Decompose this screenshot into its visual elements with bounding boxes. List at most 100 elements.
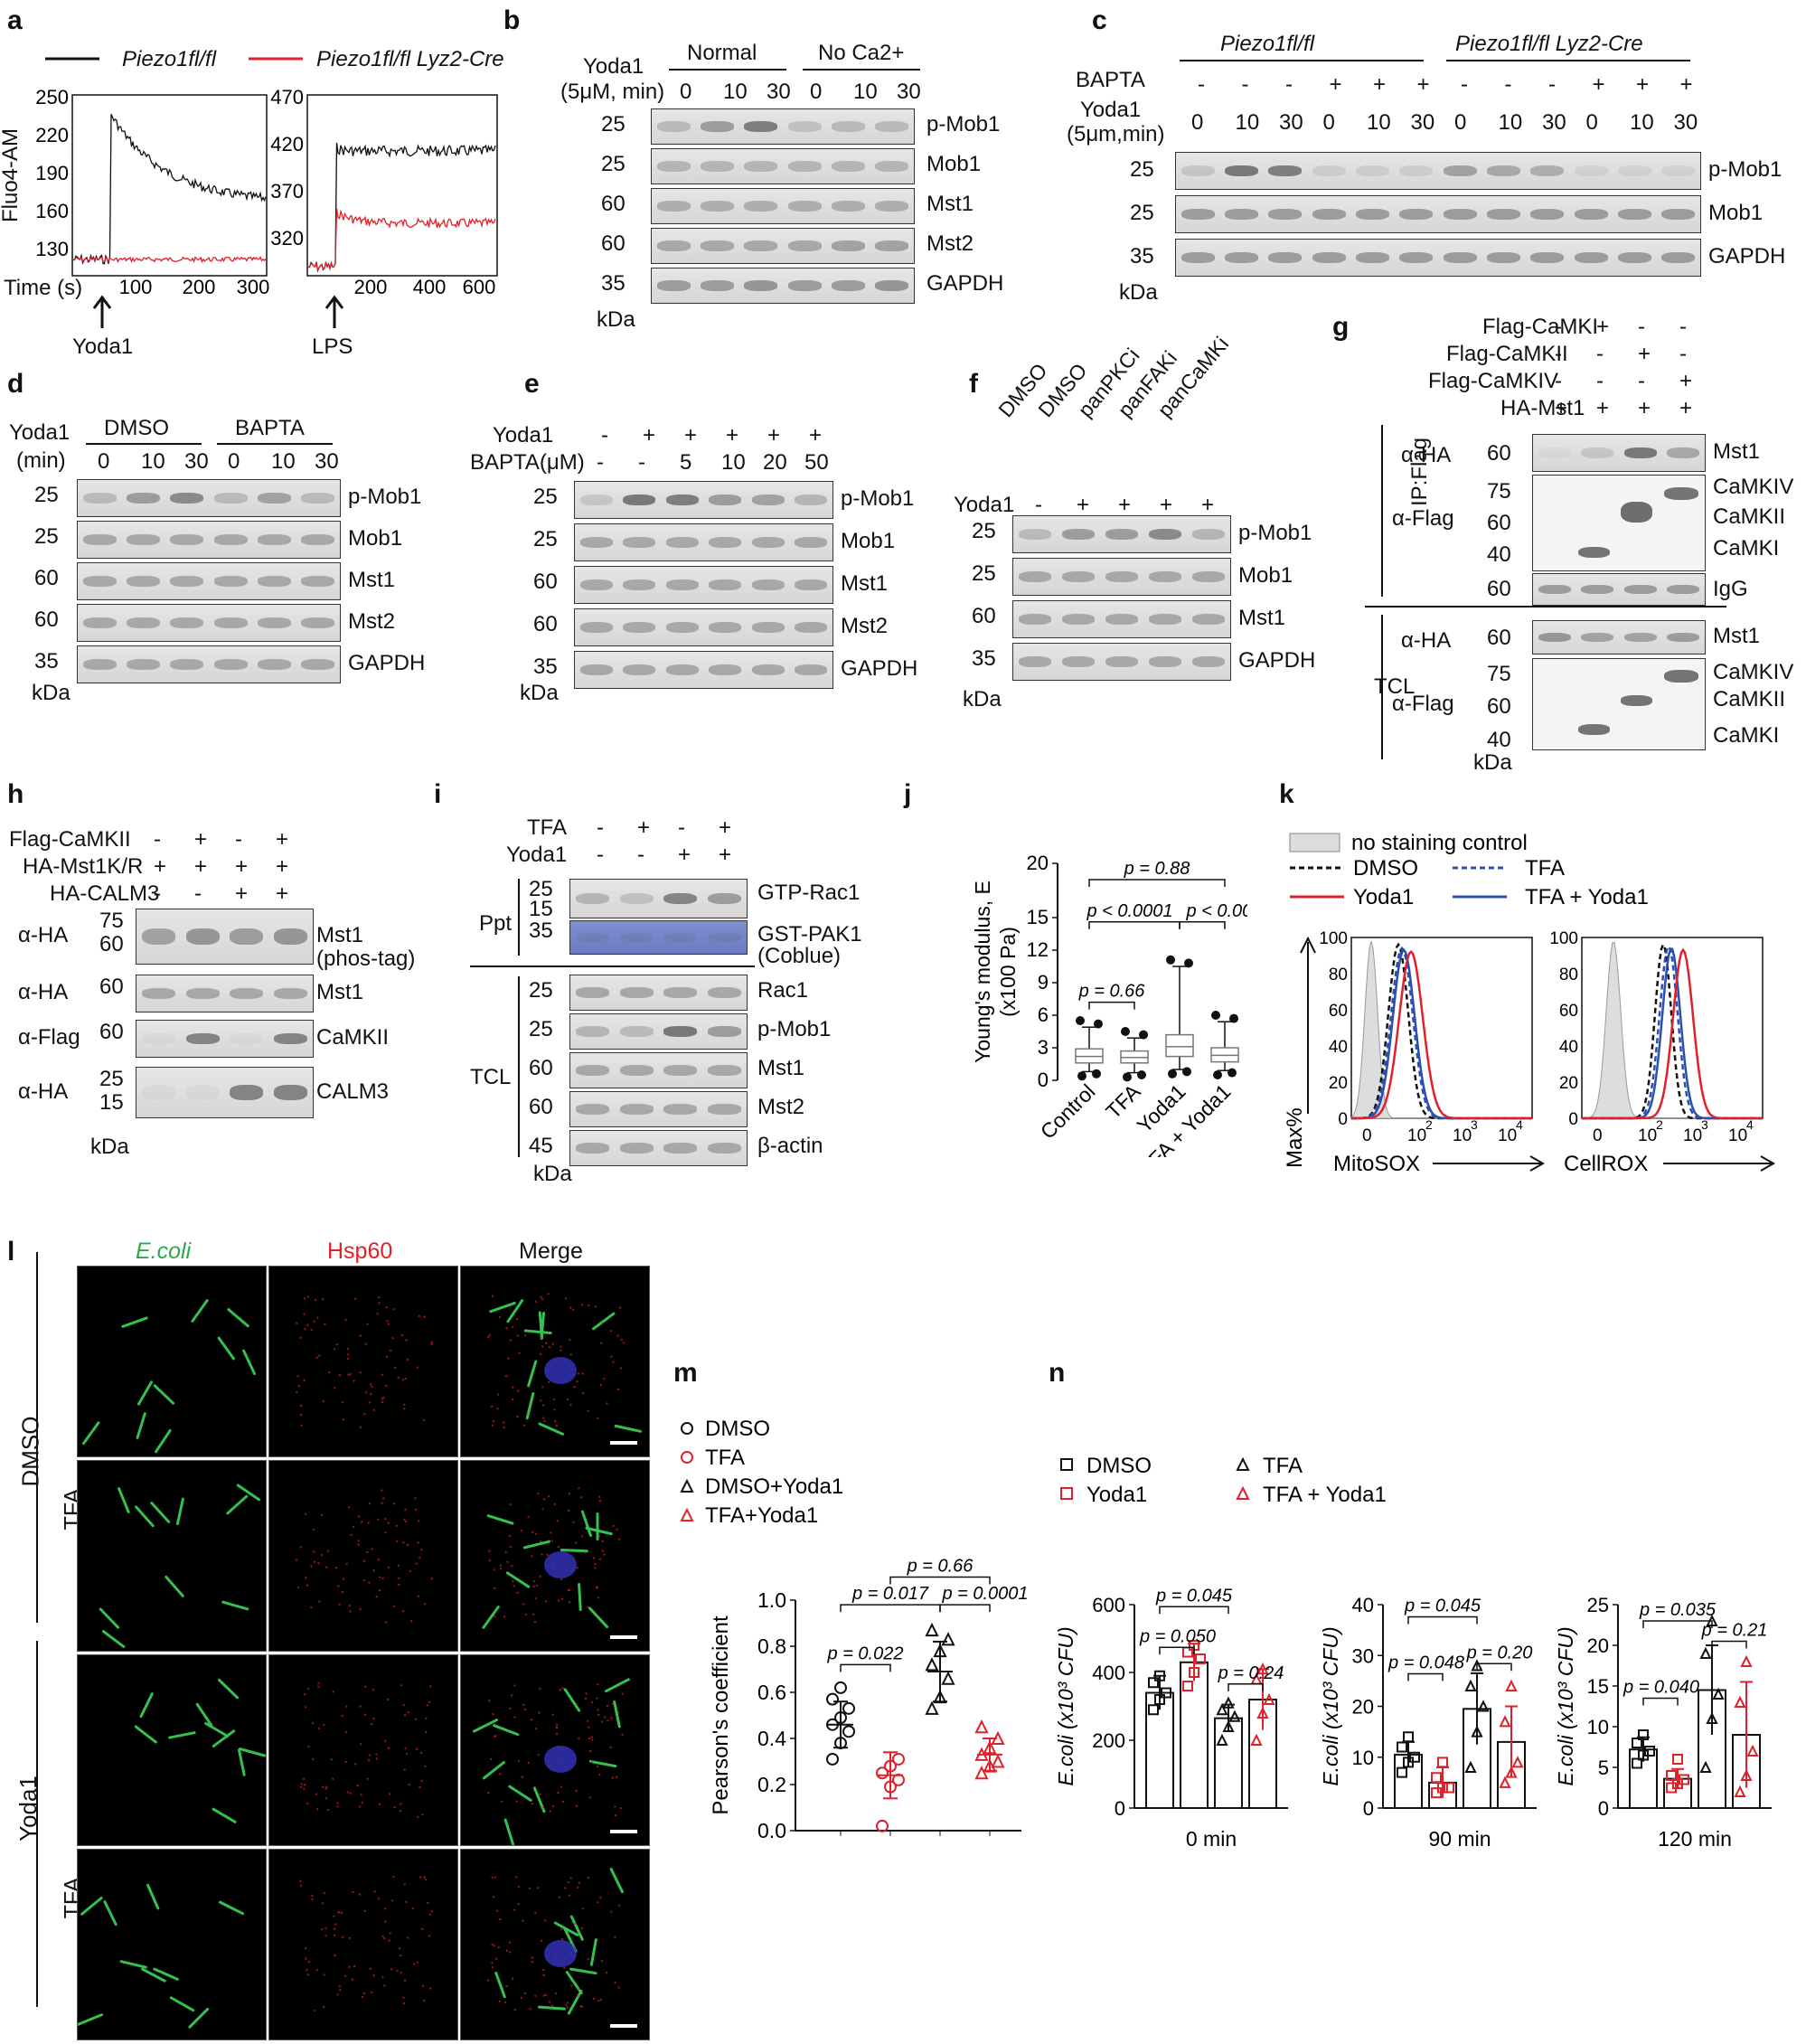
k-ytick: 40	[1329, 1038, 1348, 1057]
hsp60-dot	[396, 1525, 398, 1527]
hsp60-dot	[600, 1342, 602, 1344]
hsp60-dot	[348, 1506, 350, 1508]
band	[744, 280, 777, 290]
panel-e-yoda-sign: +	[643, 423, 655, 448]
hsp60-dot	[554, 1503, 556, 1505]
hsp60-dot	[523, 1992, 525, 1994]
n-ytick: 0	[1598, 1797, 1609, 1820]
bacterium	[119, 1489, 129, 1512]
hsp60-dot	[386, 1320, 388, 1322]
band	[1624, 447, 1657, 458]
hsp60-dot	[518, 1760, 520, 1762]
hsp60-dot	[335, 1567, 337, 1568]
band	[663, 1143, 697, 1153]
j-outlier	[1121, 1027, 1130, 1036]
band	[832, 240, 865, 250]
hsp60-dot	[362, 1996, 363, 1998]
panel-f-yoda: Yoda1	[954, 493, 1014, 518]
hsp60-dot	[384, 1740, 386, 1742]
svg-text:220: 220	[36, 124, 69, 146]
panel-letter-l: l	[7, 1237, 14, 1267]
band	[142, 1085, 175, 1100]
hsp60-dot	[342, 1418, 343, 1420]
panel-c-mw: 25	[1130, 157, 1154, 183]
hsp60-dot	[488, 1700, 490, 1701]
panel-e-yoda-sign: -	[601, 423, 608, 448]
band	[576, 1065, 609, 1075]
hsp60-dot	[300, 1885, 302, 1887]
hsp60-dot	[375, 1753, 377, 1755]
hsp60-dot	[325, 1786, 327, 1788]
panel-d-mw: 25	[34, 483, 59, 508]
panel-d-blot-1	[77, 521, 341, 559]
hsp60-dot	[612, 1525, 614, 1527]
band	[576, 893, 609, 905]
band	[788, 280, 822, 290]
hsp60-dot	[553, 1399, 555, 1400]
hsp60-dot	[360, 1743, 362, 1745]
hsp60-dot	[325, 1567, 327, 1568]
hsp60-dot	[392, 1876, 394, 1878]
hsp60-dot	[305, 1513, 306, 1515]
hsp60-dot	[353, 1526, 354, 1528]
panel-b-blot-gapdh	[651, 268, 915, 304]
hsp60-dot	[596, 1697, 597, 1699]
band	[301, 534, 334, 545]
panel-c-label-0: p-Mob1	[1708, 157, 1782, 183]
hsp60-dot	[296, 1323, 297, 1324]
hsp60-dot	[531, 1531, 533, 1533]
bacterium	[190, 2009, 208, 2027]
band	[709, 579, 741, 590]
band	[1581, 585, 1613, 594]
bacterium	[136, 1727, 155, 1742]
n-legend-label: TFA	[1263, 1454, 1303, 1478]
hsp60-dot	[562, 1801, 564, 1803]
legend-label-cre: Piezo1fl/fl Lyz2-Cre	[316, 47, 504, 72]
hsp60-dot	[529, 1888, 531, 1889]
panel-c-blot-2	[1175, 239, 1701, 277]
band	[1181, 209, 1215, 220]
hsp60-dot	[510, 1339, 512, 1341]
hsp60-dot	[423, 2000, 425, 2002]
hsp60-dot	[419, 1786, 420, 1788]
hsp60-dot	[591, 1738, 593, 1740]
m-point	[893, 1754, 904, 1765]
hsp60-dot	[331, 1758, 333, 1760]
hsp60-dot	[377, 1313, 379, 1314]
bacterium	[193, 1301, 207, 1322]
hsp60-dot	[555, 1992, 557, 1994]
hsp60-dot	[382, 1497, 384, 1499]
legend-line-black	[45, 50, 99, 68]
hsp60-dot	[619, 1807, 621, 1809]
hsp60-dot	[617, 1711, 619, 1713]
hsp60-dot	[491, 1405, 493, 1407]
band	[1581, 633, 1613, 643]
panel-i-ppt-blot-0	[569, 879, 748, 918]
panel-e-bapta-val: 10	[721, 450, 746, 476]
n-point	[1701, 1649, 1710, 1658]
hsp60-dot	[425, 1718, 427, 1719]
hsp60-dot	[557, 1520, 559, 1521]
hsp60-dot	[344, 1319, 346, 1321]
band	[170, 659, 203, 670]
hsp60-dot	[535, 1728, 537, 1729]
hsp60-dot	[324, 1323, 325, 1325]
band	[1667, 633, 1699, 643]
hsp60-dot	[347, 1353, 349, 1355]
hsp60-dot	[371, 1992, 372, 1993]
bacterium	[525, 1331, 550, 1333]
hsp60-dot	[381, 1489, 382, 1491]
svg-text:190: 190	[36, 162, 69, 184]
m-point	[927, 1625, 937, 1635]
hsp60-dot	[417, 1541, 419, 1543]
panel-g-sign: -	[1555, 369, 1562, 394]
hsp60-dot	[379, 1804, 381, 1805]
band	[1149, 571, 1181, 582]
panel-i-tcl-label-3: Mst2	[757, 1095, 804, 1120]
hsp60-dot	[419, 1557, 420, 1559]
hsp60-dot	[411, 1907, 413, 1909]
hsp60-dot	[308, 1961, 310, 1963]
band	[142, 988, 175, 999]
